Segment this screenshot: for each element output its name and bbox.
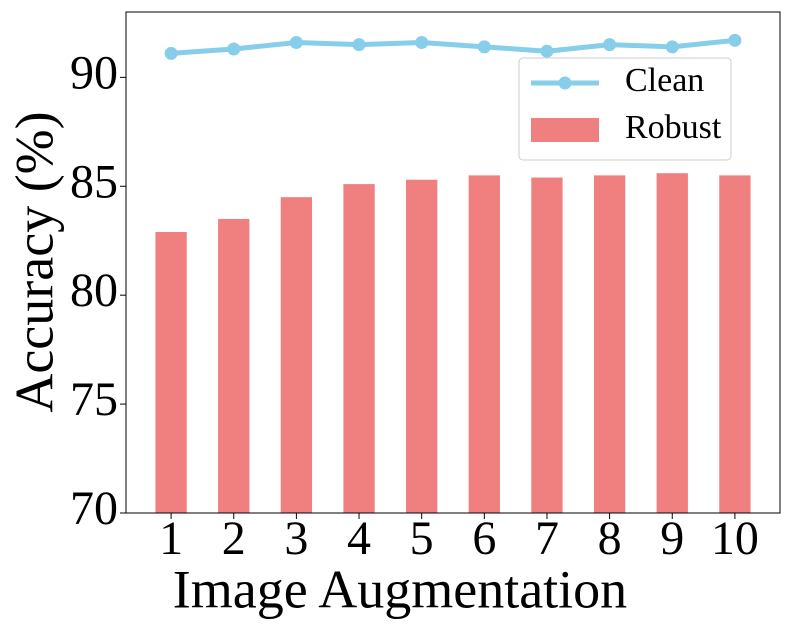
y-tick-label: 70: [70, 482, 118, 535]
marker: [289, 35, 303, 49]
y-tick-label: 90: [70, 46, 118, 99]
line: [170, 37, 736, 56]
plot-frame: [125, 11, 781, 514]
x-tick-label: 5: [410, 512, 434, 565]
x-tick-label: 7: [535, 512, 559, 565]
legend-label: Clean: [625, 62, 704, 99]
x-tick-label: 1: [159, 512, 183, 565]
legend-label: Robust: [625, 109, 722, 146]
bar: [218, 218, 250, 513]
marker: [603, 38, 617, 52]
y-axis-label: Accuracy (%): [4, 111, 64, 412]
x-tick-label: 10: [711, 512, 759, 565]
x-tick-label: 6: [472, 512, 496, 565]
bar: [719, 175, 751, 513]
x-tick-label: 3: [284, 512, 308, 565]
x-tick-label: 2: [222, 512, 246, 565]
bar: [280, 197, 313, 514]
x-tick-label: 9: [660, 512, 684, 565]
marker: [352, 38, 366, 52]
x-axis-label: Image Augmentation: [173, 559, 627, 619]
legend-swatch: [531, 118, 599, 142]
bar: [343, 184, 375, 513]
marker: [415, 35, 429, 49]
marker: [728, 33, 742, 47]
bar: [155, 232, 187, 514]
bar: [593, 175, 626, 513]
marker: [540, 44, 554, 58]
y-tick-label: 80: [70, 264, 118, 317]
bar: [406, 179, 438, 514]
bar: [531, 177, 563, 513]
marker: [227, 42, 241, 56]
marker: [164, 46, 178, 60]
marker: [665, 40, 679, 54]
bar: [468, 175, 500, 513]
marker: [477, 40, 491, 54]
x-tick-label: 8: [598, 512, 622, 565]
x-tick-label: 4: [347, 512, 371, 565]
y-tick-label: 85: [70, 155, 118, 208]
y-tick-label: 75: [70, 373, 118, 426]
bar: [656, 173, 688, 514]
legend-marker: [558, 76, 572, 90]
